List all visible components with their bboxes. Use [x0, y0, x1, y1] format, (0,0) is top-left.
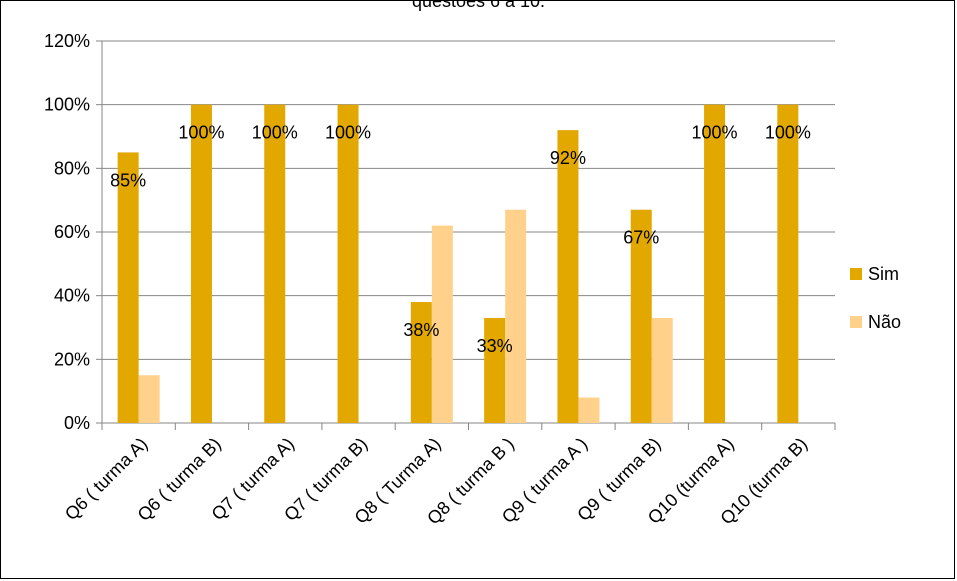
- legend-swatch-sim: [850, 268, 862, 280]
- legend-item-sim: Sim: [850, 262, 901, 286]
- y-tick-label: 120%: [44, 31, 90, 51]
- y-tick-label: 20%: [54, 349, 90, 369]
- bar: [484, 317, 506, 423]
- data-label: 92%: [550, 148, 586, 168]
- bar: [337, 104, 359, 424]
- data-label: 100%: [178, 123, 224, 143]
- legend-swatch-nao: [850, 316, 862, 328]
- data-label: 67%: [623, 228, 659, 248]
- legend-label-nao: Não: [868, 311, 902, 332]
- bar: [704, 104, 726, 424]
- bar: [138, 375, 160, 423]
- bar: [410, 302, 432, 423]
- bar: [557, 130, 579, 423]
- bars: [117, 104, 799, 424]
- data-label: 33%: [477, 336, 513, 356]
- data-label: 100%: [765, 123, 811, 143]
- chart-title: questões 6 a 10.: [411, 0, 546, 11]
- bar: [190, 104, 212, 424]
- legend-item-nao: Não: [850, 310, 901, 334]
- y-tick-label: 60%: [54, 222, 90, 242]
- y-tick-label: 0%: [64, 413, 90, 433]
- data-label: 100%: [252, 123, 298, 143]
- bar: [578, 397, 600, 423]
- data-label: 100%: [325, 123, 371, 143]
- data-label: 38%: [403, 320, 439, 340]
- legend-label-sim: Sim: [868, 263, 899, 284]
- bar: [431, 225, 453, 423]
- data-label: 100%: [692, 123, 738, 143]
- bar: [117, 152, 139, 423]
- x-axis-ticks: Q6 ( turma A)Q6 ( turma B)Q7 ( turma A)Q…: [61, 434, 811, 529]
- bar: [505, 209, 527, 423]
- legend: Sim Não: [850, 262, 901, 358]
- bar: [264, 104, 286, 424]
- y-axis-ticks: 0% 20% 40% 60% 80% 100% 120%: [44, 31, 90, 433]
- y-tick-label: 80%: [54, 158, 90, 178]
- bar: [630, 209, 652, 423]
- data-labels: 85% 100% 100% 100% 38% 33% 92% 67% 100% 100%: [110, 123, 811, 356]
- data-label: 85%: [110, 170, 146, 190]
- bar: [777, 104, 799, 424]
- y-tick-label: 40%: [54, 286, 90, 306]
- y-tick-label: 100%: [44, 95, 90, 115]
- bar: [651, 317, 673, 423]
